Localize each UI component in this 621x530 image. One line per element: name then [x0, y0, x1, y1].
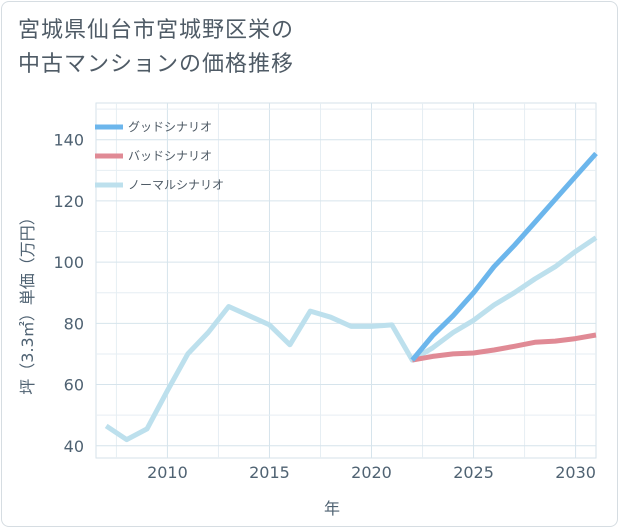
- chart-title-line-2: 中古マンションの価格推移: [18, 52, 295, 77]
- x-tick-label: 2010: [147, 463, 188, 482]
- y-tick-label: 60: [64, 376, 84, 395]
- y-tick-label: 100: [53, 253, 84, 272]
- y-tick-label: 40: [64, 437, 84, 456]
- series-line-good: [410, 151, 598, 362]
- x-tick-label: 2025: [453, 463, 494, 482]
- chart-title: 宮城県仙台市宮城野区栄の 中古マンションの価格推移: [18, 14, 294, 82]
- y-tick-label: 120: [53, 192, 84, 211]
- tick-labels: 2010 2015 2020 2025 2030 40 60 80 100 120 140: [53, 131, 595, 482]
- plot-area: [95, 102, 597, 459]
- series-line-bad: [411, 332, 597, 363]
- grid-lines: [96, 103, 596, 458]
- x-axis-label: 年: [324, 499, 340, 518]
- series-layer: [104, 151, 598, 443]
- y-tick-label: 140: [53, 131, 84, 150]
- x-tick-label: 2020: [351, 463, 392, 482]
- x-tick-label: 2030: [555, 463, 596, 482]
- y-axis-label: 坪（3.3㎡）単価（万円）: [18, 209, 37, 394]
- legend-label-bad: バッドシナリオ: [128, 149, 212, 163]
- series-line-normal: [104, 235, 598, 443]
- y-tick-label: 80: [64, 314, 84, 333]
- legend-label-normal: ノーマルシナリオ: [128, 178, 224, 192]
- legend-label-good: グッドシナリオ: [128, 120, 212, 134]
- x-tick-label: 2015: [249, 463, 290, 482]
- chart-title-line-1: 宮城県仙台市宮城野区栄の: [18, 18, 295, 43]
